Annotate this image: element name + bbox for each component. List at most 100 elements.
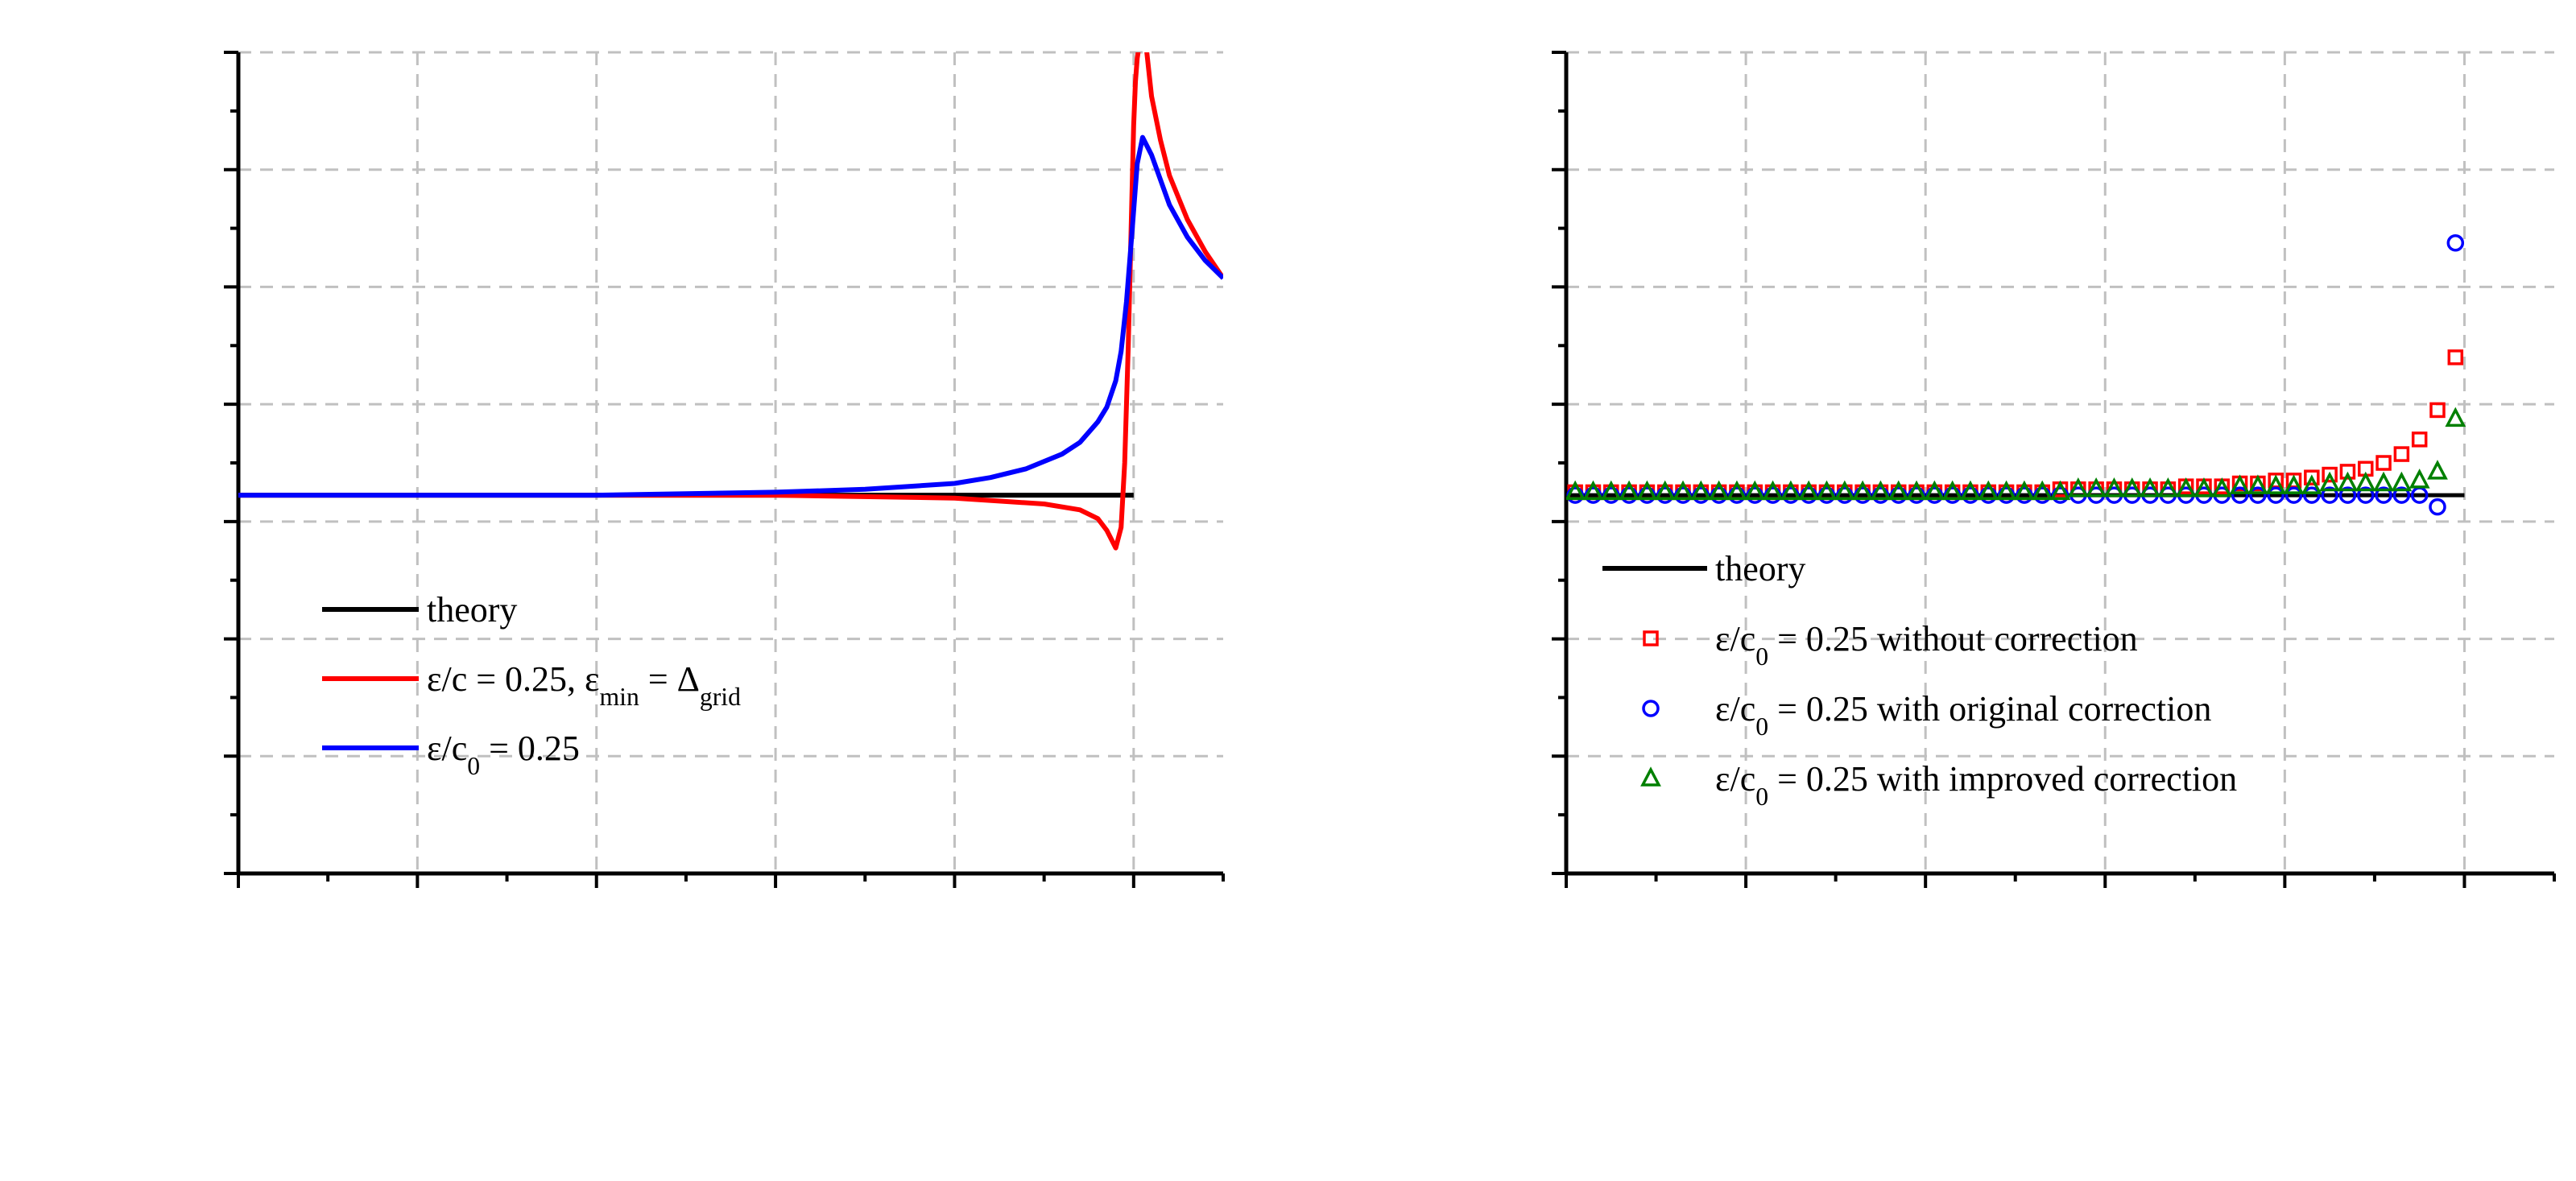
legend-label-3: ε/c0 = 0.25 with improved correction xyxy=(1715,759,2237,811)
marker-square xyxy=(2304,469,2320,485)
marker-square xyxy=(2375,455,2392,471)
marker-triangle xyxy=(2032,480,2053,501)
marker-triangle xyxy=(2086,477,2107,498)
marker-triangle xyxy=(2103,477,2125,498)
marker-square xyxy=(2393,446,2410,462)
marker-triangle xyxy=(2427,460,2448,480)
marker-triangle xyxy=(1582,480,1604,501)
marker-triangle xyxy=(2373,471,2394,492)
series-line-1 xyxy=(238,52,1141,551)
marker-triangle xyxy=(2337,471,2359,492)
legend-label-2: ε/c0 = 0.25 with original correction xyxy=(1715,689,2211,741)
legend: theory ε/c = 0.25, εmin = Δgrid ε/c0 = 0.2… xyxy=(322,590,741,780)
marker-triangle xyxy=(1726,480,1747,501)
text-part: = 0.25 xyxy=(480,729,580,768)
marker-triangle xyxy=(1888,480,1909,501)
marker-circle xyxy=(2249,486,2267,504)
marker-triangle xyxy=(2229,474,2251,494)
plot-area xyxy=(238,52,1223,551)
marker-circle xyxy=(2338,486,2357,504)
marker-circle xyxy=(2231,486,2249,504)
marker-triangle xyxy=(2175,477,2197,498)
text-part: theory xyxy=(1715,549,1805,588)
text-part: 0 xyxy=(1755,712,1768,741)
text-part: 0 xyxy=(1755,783,1768,811)
marker-circle xyxy=(2429,498,2446,516)
marker-triangle xyxy=(1924,480,1945,501)
legend-swatch-2 xyxy=(1642,700,1660,717)
marker-triangle xyxy=(1906,480,1927,501)
marker-triangle xyxy=(2301,474,2322,494)
marker-circle xyxy=(2357,486,2375,504)
plot-area xyxy=(1566,234,2466,516)
marker-triangle xyxy=(2157,477,2179,498)
marker-triangle xyxy=(1816,480,1838,501)
text-part: 0 xyxy=(467,752,480,780)
marker-triangle xyxy=(2247,474,2268,494)
text-part: min xyxy=(600,683,639,711)
marker-triangle xyxy=(2283,474,2305,494)
marker-square xyxy=(2429,402,2446,419)
marker-square xyxy=(2411,432,2428,448)
panel-a: theory ε/c = 0.25, εmin = Δgrid ε/c0 = 0.2… xyxy=(224,51,1225,888)
legend-label-1: ε/c0 = 0.25 without correction xyxy=(1715,619,2138,671)
text-part: 0 xyxy=(1755,642,1768,671)
marker-triangle xyxy=(2194,477,2214,498)
text-part: grid xyxy=(700,683,741,711)
marker-circle xyxy=(2446,234,2465,252)
marker-triangle xyxy=(1744,480,1766,501)
marker-triangle xyxy=(1636,480,1658,501)
marker-triangle xyxy=(2355,471,2376,492)
marker-triangle xyxy=(1566,480,1586,501)
legend-label-0: theory xyxy=(1715,549,1805,588)
marker-triangle xyxy=(2265,474,2287,494)
marker-triangle xyxy=(2445,407,2466,427)
marker-triangle xyxy=(2140,477,2160,498)
marker-triangle xyxy=(1834,480,1855,501)
marker-square xyxy=(2322,466,2338,483)
marker-triangle xyxy=(2319,471,2341,492)
text-part: = 0.25 without correction xyxy=(1768,619,2138,659)
marker-triangle xyxy=(2067,477,2089,498)
marker-triangle xyxy=(1960,480,1981,501)
marker-circle xyxy=(2303,486,2321,504)
series-line-2 xyxy=(238,134,1223,498)
marker-circle xyxy=(2267,486,2284,504)
text-part: ε/c xyxy=(1715,689,1755,729)
text-part: = 0.25 with original correction xyxy=(1768,689,2211,729)
marker-triangle xyxy=(1600,480,1622,501)
legend-swatch-1 xyxy=(1643,630,1659,646)
legend-label-2: ε/c0 = 0.25 xyxy=(427,729,580,780)
legend-label-0: theory xyxy=(427,590,517,630)
marker-triangle xyxy=(1762,480,1784,501)
text-part: ε/c xyxy=(427,729,467,768)
marker-triangle xyxy=(1995,480,2017,501)
marker-triangle xyxy=(1673,480,1693,501)
marker-triangle xyxy=(1708,480,1730,501)
legend-label-1: ε/c = 0.25, εmin = Δgrid xyxy=(427,659,741,711)
marker-triangle xyxy=(2211,477,2233,498)
text-part: = 0.25 with improved correction xyxy=(1768,759,2237,799)
series-line-1-branch xyxy=(1144,52,1223,280)
marker-triangle xyxy=(2391,471,2413,492)
marker-triangle xyxy=(2013,480,2035,501)
marker-square xyxy=(2447,349,2464,365)
marker-triangle xyxy=(1619,480,1639,501)
marker-triangle xyxy=(1978,480,1999,501)
marker-triangle xyxy=(2121,477,2143,498)
text-part: = Δ xyxy=(639,659,700,699)
marker-triangle xyxy=(1852,480,1873,501)
marker-circle xyxy=(2321,486,2338,504)
marker-triangle xyxy=(2409,469,2430,489)
legend-swatch-3 xyxy=(1640,766,1661,787)
text-part: ε/c xyxy=(1715,759,1755,799)
marker-circle xyxy=(2284,486,2303,504)
text-part: ε/c xyxy=(1715,619,1755,659)
marker-triangle xyxy=(2049,480,2071,501)
text-part: theory xyxy=(427,590,517,630)
marker-triangle xyxy=(1870,480,1892,501)
marker-triangle xyxy=(1941,480,1963,501)
